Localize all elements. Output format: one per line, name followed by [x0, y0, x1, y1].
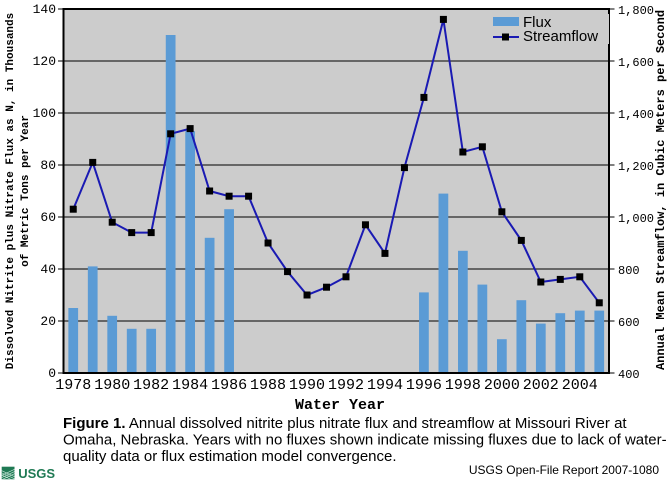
svg-text:Water Year: Water Year — [295, 397, 385, 414]
svg-text:1980: 1980 — [94, 377, 130, 394]
svg-text:40: 40 — [40, 262, 56, 277]
svg-text:1,600: 1,600 — [618, 56, 654, 70]
svg-text:1,400: 1,400 — [618, 108, 654, 122]
svg-text:USGS: USGS — [18, 466, 55, 481]
svg-text:Figure 1. Annual dissolved nit: Figure 1. Annual dissolved nitrite plus … — [63, 415, 627, 432]
svg-text:400: 400 — [618, 368, 640, 382]
svg-text:Streamflow: Streamflow — [523, 28, 598, 45]
svg-text:140: 140 — [33, 2, 56, 17]
svg-text:1992: 1992 — [328, 377, 364, 394]
svg-text:2000: 2000 — [484, 377, 520, 394]
svg-text:of Metric Tons per Year: of Metric Tons per Year — [20, 115, 32, 267]
svg-text:2004: 2004 — [562, 377, 598, 394]
svg-text:100: 100 — [33, 106, 56, 121]
svg-text:Dissolved Nitrite plus Nitrate: Dissolved Nitrite plus Nitrate Flux as N… — [5, 13, 17, 369]
svg-text:Omaha, Nebraska. Years with no: Omaha, Nebraska. Years with no fluxes sh… — [63, 432, 667, 449]
svg-text:60: 60 — [40, 210, 56, 225]
svg-text:1,000: 1,000 — [618, 212, 654, 226]
svg-text:120: 120 — [33, 54, 56, 69]
svg-text:1982: 1982 — [133, 377, 169, 394]
svg-text:1978: 1978 — [55, 377, 91, 394]
svg-text:USGS Open-File Report 2007-108: USGS Open-File Report 2007-1080 — [469, 463, 659, 477]
svg-text:1990: 1990 — [289, 377, 325, 394]
svg-text:2002: 2002 — [523, 377, 559, 394]
svg-text:1,200: 1,200 — [618, 160, 654, 174]
svg-text:1984: 1984 — [172, 377, 208, 394]
svg-text:1998: 1998 — [445, 377, 481, 394]
svg-text:80: 80 — [40, 158, 56, 173]
svg-text:800: 800 — [618, 264, 640, 278]
svg-text:1994: 1994 — [367, 377, 403, 394]
svg-text:1988: 1988 — [250, 377, 286, 394]
svg-text:1996: 1996 — [406, 377, 442, 394]
svg-text:20: 20 — [40, 314, 56, 329]
svg-text:1,800: 1,800 — [618, 4, 654, 18]
svg-text:quality data or flux estimatio: quality data or flux estimation model co… — [63, 448, 397, 465]
svg-text:Annual Mean Streamflow, in Cub: Annual Mean Streamflow, in Cubic Meters … — [654, 10, 668, 370]
svg-text:1986: 1986 — [211, 377, 247, 394]
svg-text:600: 600 — [618, 316, 640, 330]
